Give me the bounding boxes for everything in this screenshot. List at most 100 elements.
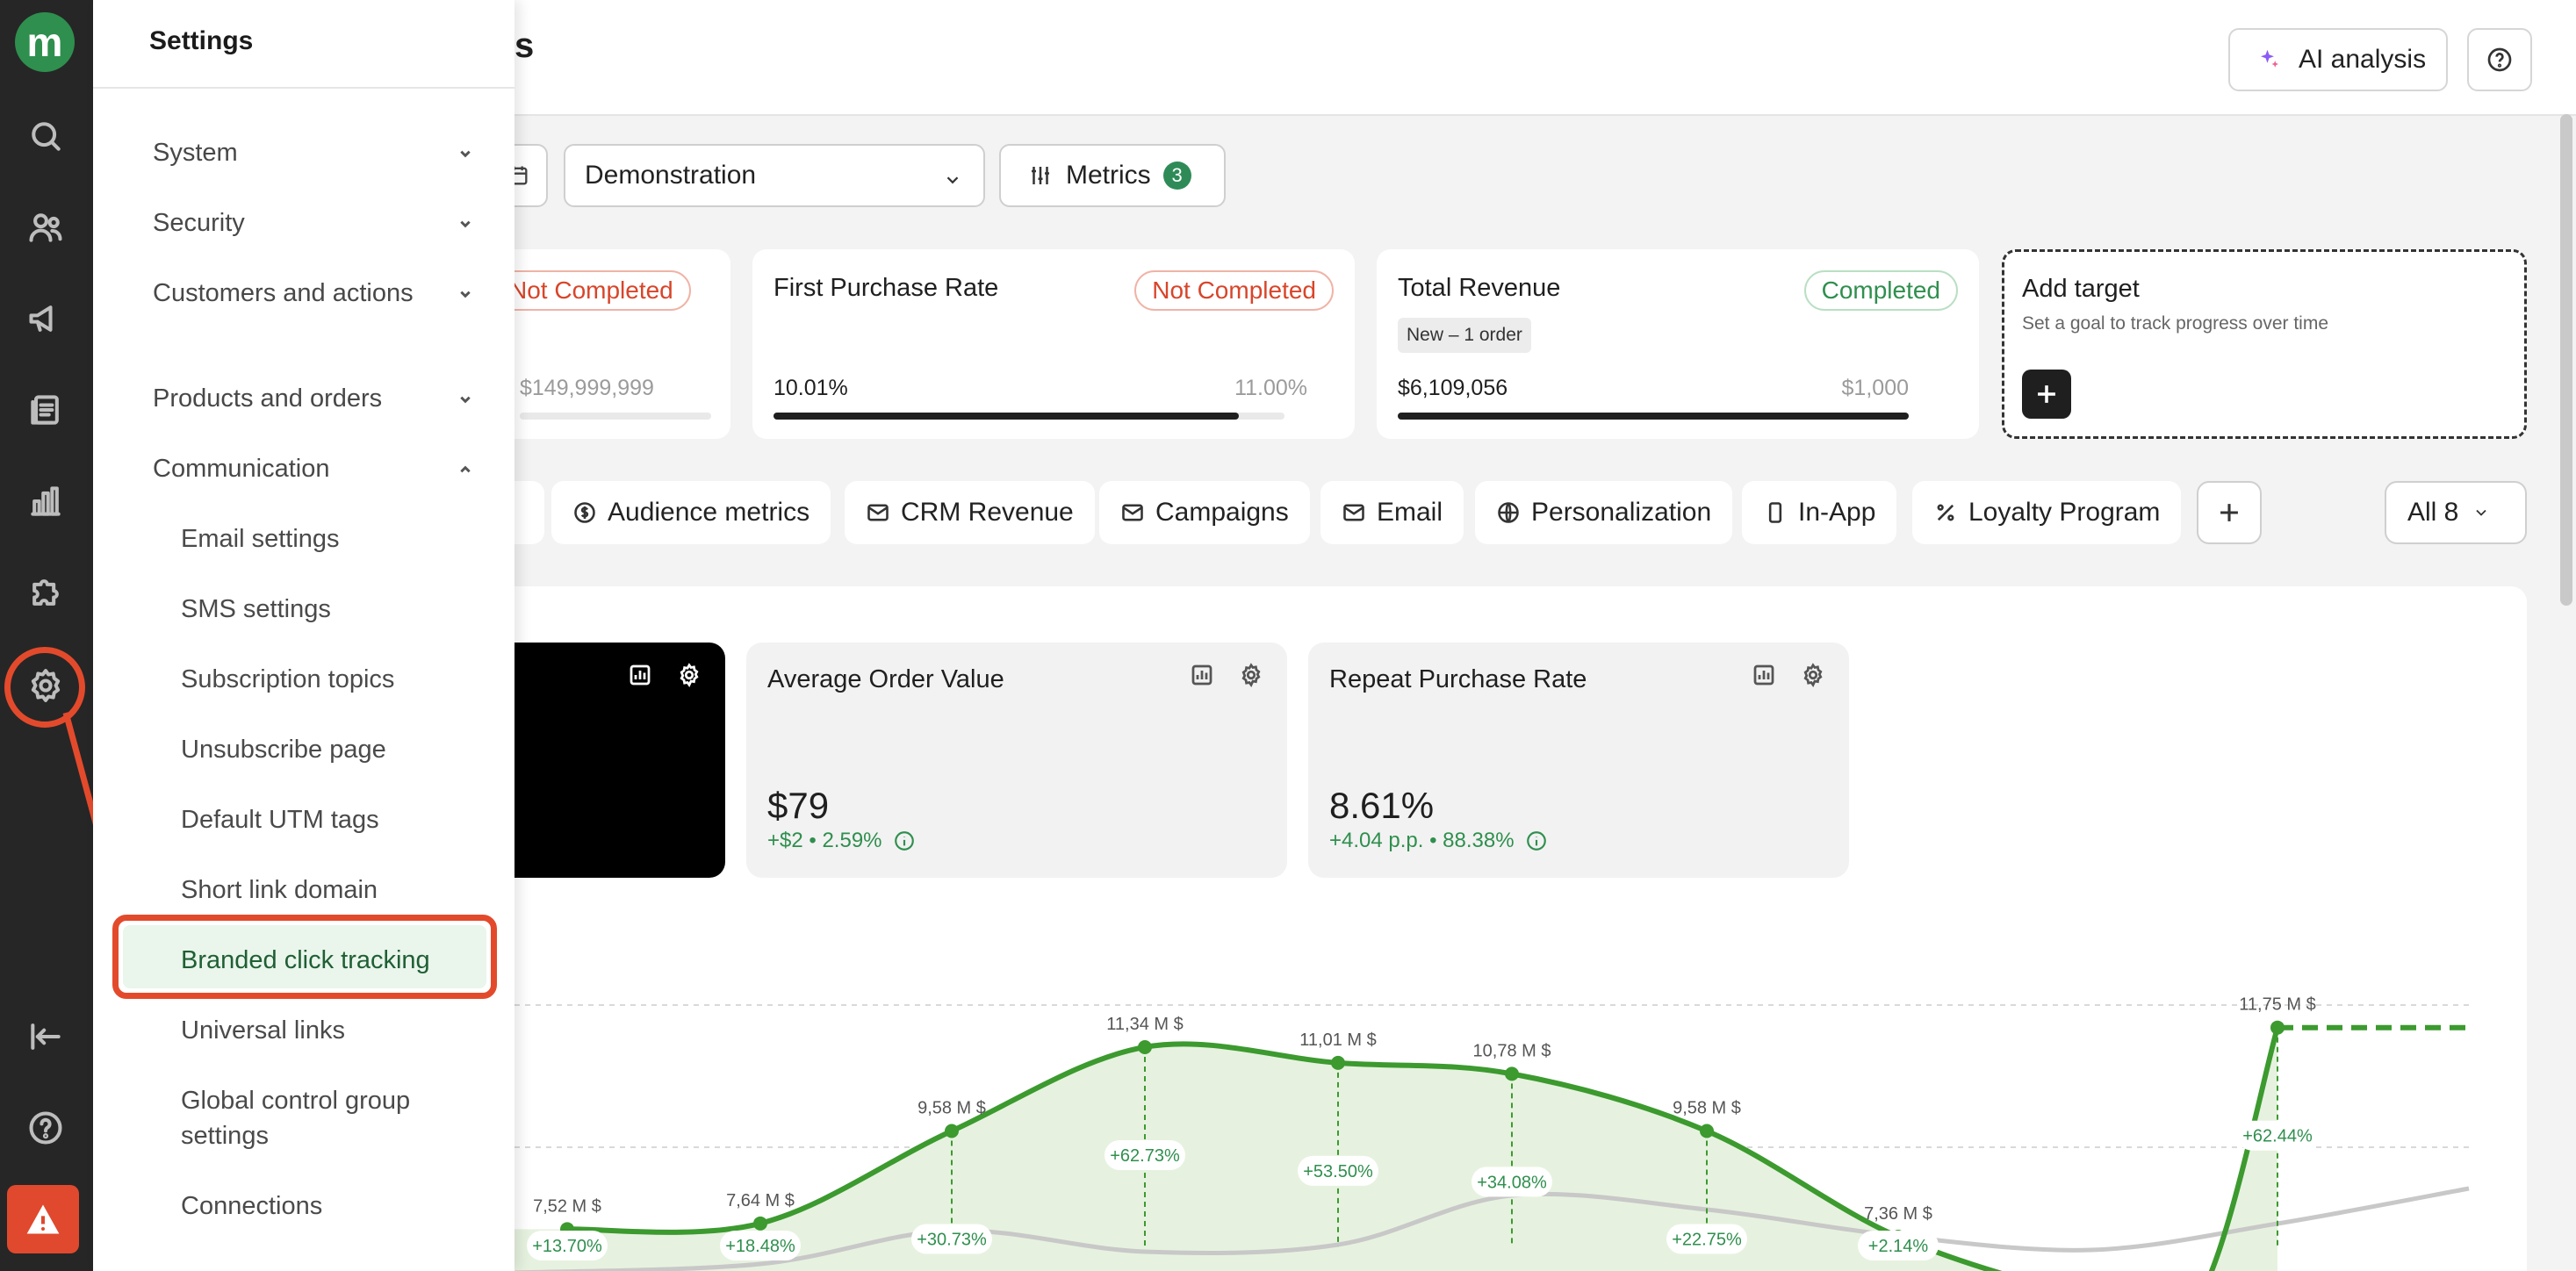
tab-label: In-App (1798, 498, 1876, 527)
data-point[interactable] (1700, 1124, 1714, 1138)
phone-icon (1768, 502, 1782, 523)
tab-in-app[interactable]: In-App (1742, 481, 1897, 544)
chevron-down-icon (453, 281, 478, 305)
metric-value: $79 (767, 785, 830, 826)
tab-personalization[interactable]: Personalization (1475, 481, 1733, 544)
chart-settings-icon[interactable] (627, 662, 653, 688)
metric-value: 8.61% (1329, 785, 1435, 826)
point-label: 9,58 M $ (1673, 1099, 1741, 1118)
chevron-up-icon (453, 456, 478, 481)
change-pill (1471, 1167, 1552, 1197)
tab-label: Campaigns (1155, 498, 1289, 527)
target-card-1[interactable]: Not Completed $149,999,999 (492, 249, 730, 439)
settings-item-subscription-topics[interactable]: Subscription topics (181, 665, 395, 693)
highlight-box (112, 915, 497, 999)
settings-item-short-link-domain[interactable]: Short link domain (181, 876, 378, 904)
chart-settings-icon[interactable] (1189, 662, 1215, 688)
project-select[interactable]: Demonstration (564, 144, 985, 207)
add-tab-button[interactable] (2197, 481, 2262, 544)
gear-icon[interactable] (1800, 662, 1826, 688)
add-target-button[interactable] (2022, 370, 2071, 419)
puzzle-icon[interactable] (18, 565, 73, 620)
ai-analysis-label: AI analysis (2299, 45, 2427, 74)
data-point[interactable] (753, 1216, 767, 1231)
data-point[interactable] (1505, 1066, 1519, 1081)
target-card-2[interactable]: First Purchase Rate Not Completed 10.01%… (752, 249, 1355, 439)
help-button[interactable] (2467, 28, 2532, 91)
settings-item-connections[interactable]: Connections (181, 1192, 323, 1220)
tab-loyalty-program[interactable]: Loyalty Program (1912, 481, 2182, 544)
tab-crm-revenue[interactable]: CRM Revenue (845, 481, 1095, 544)
revenue-line-chart: 7,52 M $ +13.70% 7,64 M $ +18.48% 9,58 M $ +3… (514, 995, 2470, 1271)
change-label: +18.48% (725, 1237, 795, 1256)
help-icon[interactable] (18, 1101, 73, 1155)
people-icon[interactable] (18, 200, 73, 255)
data-point[interactable] (945, 1124, 959, 1138)
gear-highlight-ring (4, 647, 85, 728)
progress-bar (520, 413, 711, 420)
settings-item-universal-links[interactable]: Universal links (181, 1016, 345, 1045)
tab-label: Loyalty Program (1968, 498, 2161, 527)
change-label: +62.44% (2242, 1127, 2313, 1146)
question-icon (2487, 47, 2512, 72)
progress-bar (774, 413, 1284, 420)
metrics-button[interactable]: Metrics 3 (999, 144, 1226, 207)
data-point[interactable] (1138, 1039, 1152, 1054)
target-card-3[interactable]: Total Revenue Completed New – 1 order $6… (1377, 249, 1979, 439)
gear-icon[interactable] (676, 662, 702, 688)
chart-icon[interactable] (18, 474, 73, 528)
settings-section-security[interactable]: Security (153, 205, 478, 241)
data-point[interactable] (1331, 1055, 1345, 1070)
info-icon[interactable] (893, 829, 916, 852)
change-pill (720, 1231, 801, 1260)
settings-section-communication[interactable]: Communication (153, 451, 478, 486)
settings-item-unsubscribe-page[interactable]: Unsubscribe page (181, 736, 386, 764)
tab-audience-metrics[interactable]: Audience metrics (551, 481, 831, 544)
add-target-title: Add target (2022, 275, 2140, 303)
point-label: 7,52 M $ (533, 1196, 601, 1216)
documents-icon[interactable] (18, 383, 73, 437)
metric-delta: +4.04 p.p. • 88.38% (1329, 829, 1548, 853)
gear-icon[interactable] (1238, 662, 1264, 688)
target-tag: New – 1 order (1398, 318, 1531, 353)
settings-section-customers-and-actions[interactable]: Customers and actions (153, 276, 478, 311)
settings-item-branded-click-tracking[interactable]: Branded click tracking (181, 946, 430, 974)
settings-section-products-and-orders[interactable]: Products and orders (153, 381, 478, 416)
point-label: 11,01 M $ (1299, 1030, 1376, 1050)
settings-item-default-utm-tags[interactable]: Default UTM tags (181, 806, 379, 834)
settings-item-sms-settings[interactable]: SMS settings (181, 595, 331, 623)
data-point[interactable] (2270, 1020, 2285, 1035)
settings-item-email-settings[interactable]: Email settings (181, 525, 340, 553)
metric-title: Repeat Purchase Rate (1329, 665, 1587, 693)
tab-email[interactable]: Email (1320, 481, 1464, 544)
alert-icon[interactable] (7, 1185, 79, 1253)
chart-settings-icon[interactable] (1751, 662, 1777, 688)
all-tabs-label: All 8 (2407, 498, 2459, 527)
all-tabs-dropdown[interactable]: All 8 (2385, 481, 2527, 544)
status-badge: Completed (1803, 270, 1958, 311)
area-fill (514, 1027, 2277, 1271)
settings-section-system[interactable]: System (153, 135, 478, 170)
megaphone-icon[interactable] (18, 291, 73, 346)
plus-icon (2038, 385, 2055, 403)
collapse-icon[interactable] (18, 1009, 73, 1064)
scrollbar[interactable] (2560, 114, 2572, 606)
add-target-card[interactable]: Add target Set a goal to track progress … (2002, 249, 2527, 439)
metric-card-average-order-value[interactable]: Average Order Value $79 +$2 • 2.59% (746, 643, 1287, 878)
change-label: +2.14% (1868, 1237, 1929, 1256)
tab-label: Personalization (1531, 498, 1712, 527)
settings-item-global-control-group-settings[interactable]: Global control group settings (181, 1087, 411, 1150)
target-goal-value: $149,999,999 (520, 376, 654, 400)
app-logo[interactable]: m (15, 12, 75, 72)
chevron-down-icon (453, 386, 478, 411)
info-icon[interactable] (1525, 829, 1548, 852)
status-badge: Not Completed (492, 270, 691, 311)
progress-bar-fill (1398, 413, 1909, 420)
status-badge: Not Completed (1134, 270, 1334, 311)
tab-campaigns[interactable]: Campaigns (1099, 481, 1310, 544)
point-label: 10,78 M $ (1473, 1041, 1551, 1060)
metric-card-selected[interactable] (492, 643, 725, 878)
ai-analysis-button[interactable]: AI analysis (2228, 28, 2448, 91)
metric-card-repeat-purchase-rate[interactable]: Repeat Purchase Rate 8.61% +4.04 p.p. • … (1308, 643, 1849, 878)
search-icon[interactable] (18, 109, 73, 163)
